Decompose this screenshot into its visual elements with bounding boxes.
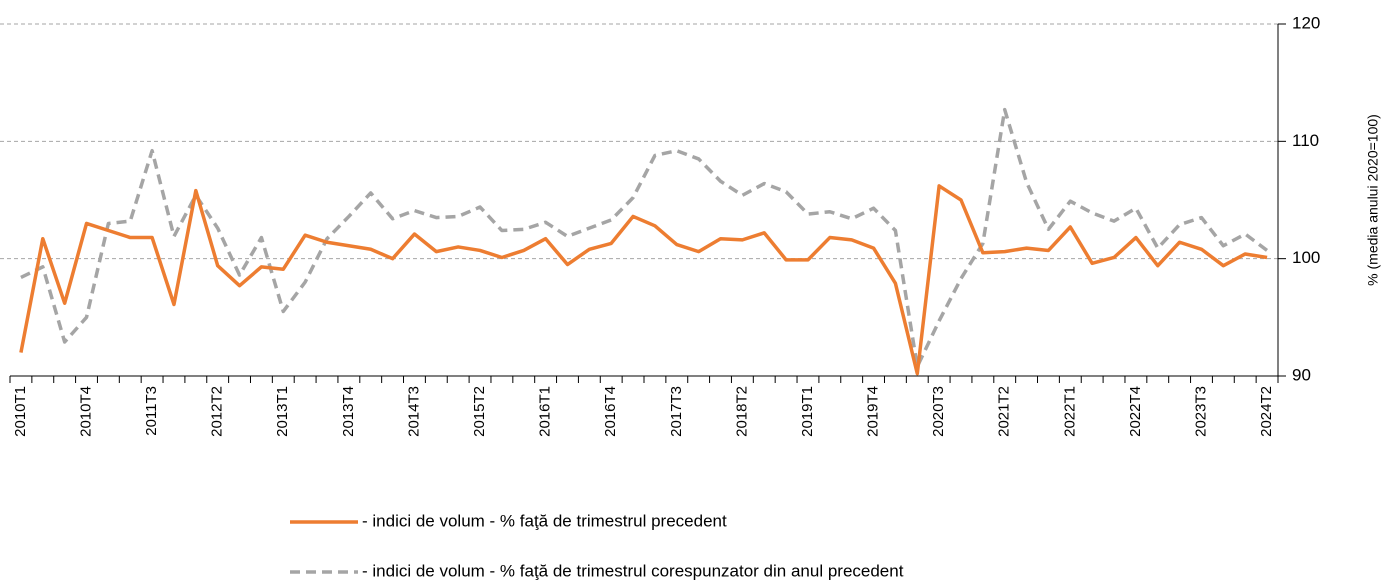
x-tick-label: 2022T1 [1061,386,1078,437]
x-tick-label: 2014T3 [405,386,422,437]
x-tick-label: 2015T2 [471,386,488,437]
series-line [20,107,1269,369]
x-tick-label: 2012T2 [209,386,226,437]
x-tick-label: 2017T3 [668,386,685,437]
legend-label: - indici de volum - % faţă de trimestrul… [362,511,727,530]
y-tick-label: 120 [1292,13,1320,32]
x-tick-label: 2010T1 [12,386,29,437]
x-tick-label: 2016T1 [537,386,554,437]
x-tick-label: 2019T1 [799,386,816,437]
x-tick-label: 2013T4 [340,386,357,437]
x-tick-label: 2016T4 [602,386,619,437]
x-tick-label: 2024T2 [1258,386,1275,437]
x-tick-label: 2010T4 [77,386,94,437]
x-tick-label: 2020T3 [930,386,947,437]
x-tick-label: 2011T3 [143,386,160,436]
y-tick-label: 90 [1292,365,1311,384]
x-tick-label: 2018T2 [733,386,750,437]
x-tick-label: 2023T3 [1192,386,1209,437]
x-tick-label: 2021T2 [996,386,1013,437]
x-tick-label: 2022T4 [1127,386,1144,437]
legend-label: - indici de volum - % faţă de trimestrul… [362,561,904,580]
x-tick-label: 2013T1 [274,386,291,437]
y-tick-label: 110 [1292,131,1319,150]
x-tick-label: 2019T4 [865,386,882,437]
y-axis-label: % (media anului 2020=100) [1365,114,1381,286]
series-line [19,184,1268,376]
y-tick-label: 100 [1292,248,1320,267]
